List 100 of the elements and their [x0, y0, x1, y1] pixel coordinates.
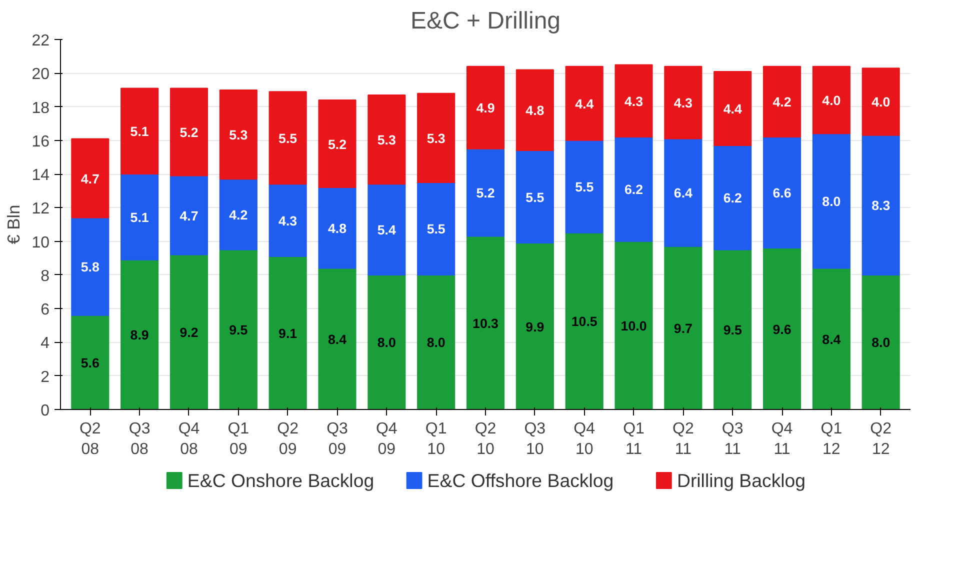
data-label: 8.0 [377, 335, 396, 350]
data-label: 4.4 [575, 96, 594, 112]
data-label: 9.7 [674, 320, 692, 336]
x-tick-label: Q3 09 [326, 420, 348, 458]
bar [714, 144, 752, 250]
data-label: 5.5 [278, 130, 298, 146]
bar [614, 240, 653, 410]
bar [614, 136, 653, 242]
y-tick-label: 20 [32, 66, 50, 84]
bar [318, 100, 356, 188]
x-tick-label: Q3 08 [128, 420, 150, 458]
bar [120, 88, 159, 175]
data-label: 4.0 [822, 93, 841, 108]
data-label: 8.4 [328, 332, 348, 347]
data-label: 8.0 [872, 335, 890, 350]
y-tick-label: 0 [40, 402, 50, 420]
bar [417, 92, 456, 183]
bar [71, 138, 110, 218]
bar [664, 138, 702, 247]
legend-label: E&C Offshore Backlog [427, 470, 614, 491]
data-label: 4.3 [278, 213, 298, 228]
data-label: 5.5 [575, 180, 594, 195]
bar [516, 242, 554, 410]
data-label: 5.1 [130, 210, 150, 225]
x-tick-label: Q1 10 [425, 420, 447, 458]
data-label: 9.1 [278, 326, 298, 341]
bar [516, 150, 554, 244]
data-label: 4.2 [229, 207, 248, 222]
bar [417, 182, 456, 276]
bar [219, 249, 258, 410]
data-label: 4.8 [526, 103, 544, 118]
y-axis-title: € Bln [4, 204, 24, 244]
data-label: 8.0 [822, 194, 841, 209]
bar [219, 178, 258, 250]
y-tick-label: 18 [32, 100, 50, 117]
x-tick-label: Q4 11 [771, 420, 793, 458]
bar [120, 174, 159, 260]
bar [862, 274, 900, 410]
bar [762, 136, 802, 249]
data-label: 4.7 [80, 171, 100, 186]
bar [368, 184, 406, 276]
data-label: 5.6 [80, 355, 100, 370]
data-label: 6.2 [624, 182, 644, 198]
x-tick-label: Q2 10 [474, 420, 496, 458]
data-label: 4.9 [476, 100, 495, 116]
bar [762, 248, 802, 410]
bar [664, 246, 702, 410]
bar [368, 94, 406, 185]
x-tick-label: Q2 08 [79, 420, 101, 458]
x-tick-label: Q4 10 [574, 420, 596, 458]
data-label: 4.3 [624, 94, 644, 109]
bar [565, 66, 604, 141]
x-tick-label: Q1 11 [623, 420, 645, 458]
y-tick-label: 12 [32, 200, 50, 218]
x-tick-label: Q4 08 [178, 420, 200, 458]
y-tick-label: 8 [40, 268, 50, 285]
data-label: 6.2 [723, 190, 742, 206]
y-tick-label: 6 [40, 302, 50, 319]
data-label: 6.4 [674, 186, 694, 201]
legend-label: E&C Onshore Backlog [187, 470, 374, 491]
bar [565, 232, 604, 410]
y-tick-label: 4 [40, 335, 50, 352]
data-label: 10.3 [472, 316, 498, 331]
bar [862, 68, 900, 136]
bar [268, 91, 307, 185]
y-tick-label: 10 [32, 234, 50, 252]
y-tick-label: 14 [32, 167, 50, 184]
y-tick-label: 22 [32, 32, 50, 50]
bar [466, 148, 505, 237]
bar [466, 236, 505, 410]
bar [565, 140, 604, 234]
x-tick-label: Q1 12 [820, 420, 842, 458]
data-label: 6.6 [772, 186, 792, 201]
data-label: 9.5 [229, 322, 248, 338]
data-label: 5.2 [180, 125, 198, 140]
data-label: 5.2 [476, 186, 495, 201]
bar [318, 187, 356, 269]
bar [170, 254, 208, 410]
data-label: 5.4 [377, 222, 397, 238]
bar [714, 70, 752, 146]
x-tick-label: Q3 11 [722, 420, 744, 458]
x-tick-label: Q2 12 [870, 420, 892, 458]
data-label: 9.2 [180, 325, 198, 340]
x-tick-label: Q2 11 [672, 420, 694, 458]
bar [268, 184, 307, 257]
x-tick-label: Q4 09 [376, 420, 398, 458]
bar [170, 175, 208, 256]
bar [614, 64, 653, 138]
bar [714, 249, 752, 410]
bar [812, 133, 850, 269]
y-tick-label: 16 [32, 133, 50, 150]
data-label: 4.7 [180, 208, 198, 224]
bar [71, 217, 110, 316]
bar [170, 88, 208, 176]
bar [71, 314, 110, 410]
data-label: 8.9 [130, 328, 149, 343]
y-tick-label: 2 [40, 368, 50, 386]
bar [466, 66, 505, 150]
bar [268, 256, 307, 410]
data-label: 9.6 [772, 322, 792, 337]
